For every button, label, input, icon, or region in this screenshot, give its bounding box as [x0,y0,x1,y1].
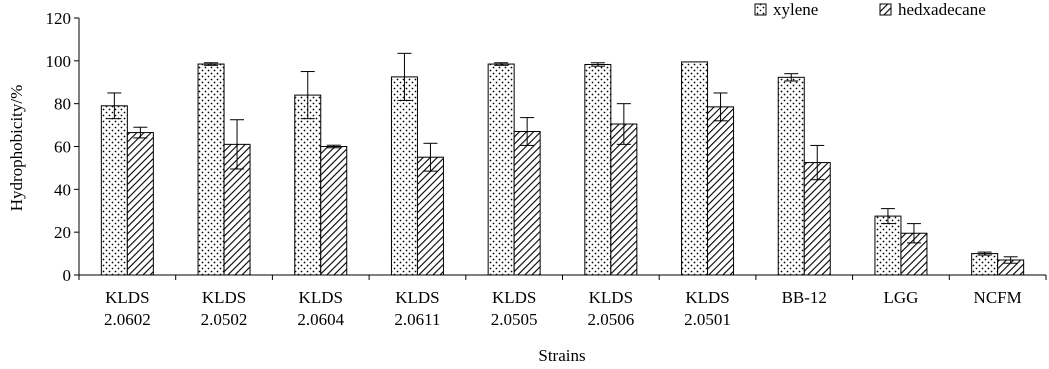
x-category-label: KLDS [202,288,246,307]
error-bar-xylene [784,73,799,82]
error-bar-xylene [977,251,992,256]
bar-xylene [584,63,612,276]
x-category-label: 2.0505 [491,310,538,329]
x-category-label: 2.0506 [587,310,634,329]
x-category-label: KLDS [395,288,439,307]
legend: xylene hedxadecane [754,0,986,19]
error-bar-xylene [590,62,605,67]
bar-xylene [294,94,322,276]
bar-hedxadecane [416,156,444,276]
y-tick-label: 20 [54,223,71,242]
x-category-label: BB-12 [782,288,827,307]
error-bar-xylene [204,62,219,66]
error-bar-hedxadecane [326,144,341,149]
error-bar-hedxadecane [906,223,921,244]
bar-hedxadecane [126,132,154,276]
bar-xylene [197,63,225,276]
error-bar-xylene [300,71,315,120]
x-category-label: 2.0604 [297,310,344,329]
y-tick-label: 100 [46,52,72,71]
legend-item-xylene: xylene [754,0,818,19]
bar-xylene [777,76,805,276]
bar-xylene [971,253,999,276]
y-axis-label: Hydrophobicity/% [7,85,26,212]
x-category-label: 2.0501 [684,310,731,329]
bar-xylene [487,63,515,276]
bar-xylene [681,61,709,276]
x-category-label: KLDS [492,288,536,307]
y-tick-label: 80 [54,95,71,114]
error-bar-xylene [107,92,122,120]
error-bar-hedxadecane [713,92,728,122]
legend-swatch [754,3,767,16]
x-category-label: 2.0502 [201,310,248,329]
legend-swatch [879,3,892,16]
error-bar-hedxadecane [230,119,245,170]
x-axis-ticks: KLDS 2.0602 KLDS 2.0502 KLDS 2.0604 KLDS 2.0611… [78,275,1047,329]
plot-area [78,18,1046,276]
bar-xylene [390,76,418,276]
y-tick-label: 40 [54,180,71,199]
error-bar-hedxadecane [1003,256,1018,264]
y-tick-label: 0 [63,266,72,285]
y-tick-label: 60 [54,138,71,157]
error-bar-hedxadecane [616,103,631,145]
x-category-label: KLDS [105,288,149,307]
x-category-label: KLDS [589,288,633,307]
x-axis-label: Strains [538,346,585,365]
legend-label: xylene [773,0,818,19]
bar-xylene [100,105,128,276]
bar-hedxadecane [707,106,735,276]
error-bar-hedxadecane [810,144,825,181]
legend-item-hedxadecane: hedxadecane [879,0,986,19]
x-category-label: KLDS [685,288,729,307]
bar-xylene [874,215,902,276]
x-category-label: LGG [883,288,918,307]
y-tick-label: 120 [46,9,72,28]
bar-hedxadecane [513,131,541,276]
error-bar-xylene [880,208,895,225]
error-bar-xylene [494,62,509,66]
bar-hedxadecane [320,146,348,276]
x-category-label: NCFM [974,288,1022,307]
error-bar-hedxadecane [423,142,438,172]
x-category-label: 2.0611 [394,310,440,329]
error-bar-xylene [397,52,412,101]
x-category-label: KLDS [299,288,343,307]
y-axis-ticks: 0 20 40 60 80 100 120 [46,9,79,285]
error-bar-hedxadecane [520,117,535,146]
x-category-label: 2.0602 [104,310,151,329]
legend-label: hedxadecane [898,0,986,19]
error-bar-hedxadecane [133,126,148,139]
bar-hedxadecane [610,123,638,276]
